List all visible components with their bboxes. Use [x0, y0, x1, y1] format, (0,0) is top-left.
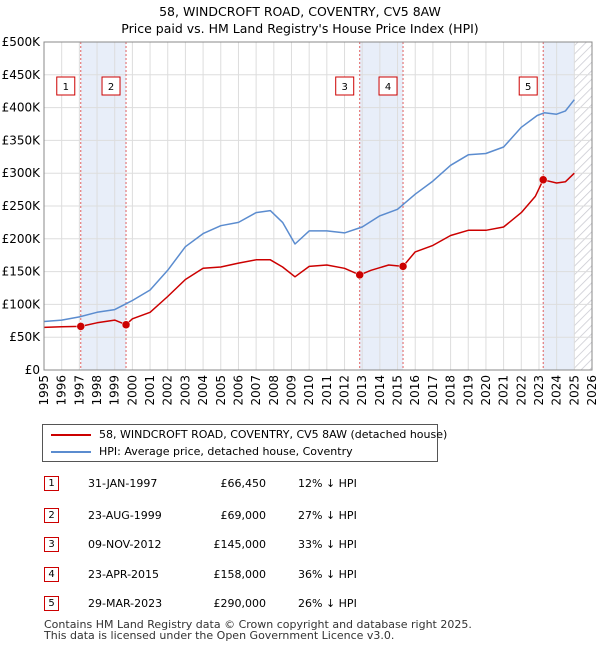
x-tick-label: 2008 — [267, 375, 281, 406]
transaction-number: 3 — [44, 537, 59, 552]
x-tick-label: 2017 — [426, 375, 440, 406]
x-tick-label: 2026 — [585, 375, 599, 406]
transaction-date: 29-MAR-2023 — [88, 597, 163, 610]
legend-swatch-hpi — [51, 451, 91, 453]
sale-point — [355, 270, 364, 280]
legend-label-hpi: HPI: Average price, detached house, Cove… — [99, 445, 353, 458]
table-row: 1 31-JAN-1997 £66,450 12% ↓ HPI — [44, 475, 444, 493]
x-tick-label: 2016 — [408, 375, 422, 406]
x-tick-label: 1997 — [72, 375, 86, 406]
x-tick-label: 2001 — [143, 375, 157, 406]
transaction-price: £290,000 — [213, 597, 267, 610]
sale-point — [398, 262, 408, 271]
transaction-number: 2 — [44, 508, 59, 523]
table-row: 2 23-AUG-1999 £69,000 27% ↓ HPI — [44, 507, 444, 525]
sale-point — [538, 175, 548, 185]
x-tick-label: 1998 — [90, 375, 104, 406]
plot-border — [43, 41, 593, 371]
x-tick-label: 2022 — [514, 375, 528, 406]
table-row: 3 09-NOV-2012 £145,000 33% ↓ HPI — [44, 536, 444, 554]
transaction-hpi-diff: 27% ↓ HPI — [298, 509, 357, 522]
footer: Contains HM Land Registry data © Crown c… — [44, 619, 472, 641]
annotation-label: 1 — [63, 82, 69, 93]
transaction-price: £145,000 — [213, 538, 267, 551]
y-tick-label: £400K — [2, 101, 42, 115]
x-tick-label: 2005 — [214, 375, 228, 406]
footer-licence: This data is licensed under the Open Gov… — [44, 629, 395, 642]
x-tick-label: 2011 — [320, 375, 334, 406]
y-tick-label: £450K — [2, 68, 42, 82]
x-tick-label: 2025 — [567, 375, 581, 406]
legend: 58, WINDCROFT ROAD, COVENTRY, CV5 8AW (d… — [42, 424, 447, 462]
y-tick-label: £50K — [9, 330, 41, 344]
series-line-hpi — [43, 99, 575, 323]
x-tick-label: 2010 — [302, 375, 316, 406]
annotation-box — [101, 76, 121, 96]
x-tick-label: 2004 — [196, 375, 210, 406]
y-tick-label: £200K — [2, 232, 42, 246]
x-tick-label: 2007 — [249, 375, 263, 406]
transaction-date: 23-APR-2015 — [88, 568, 160, 581]
y-tick-label: £100K — [2, 297, 42, 311]
x-tick-label: 1999 — [108, 375, 122, 406]
transaction-date: 31-JAN-1997 — [88, 477, 158, 490]
x-tick-label: 2019 — [461, 375, 475, 406]
x-tick-label: 2013 — [355, 375, 369, 406]
x-tick-label: 2002 — [161, 375, 175, 406]
annotation-box — [378, 76, 398, 96]
transaction-hpi-diff: 36% ↓ HPI — [298, 568, 357, 581]
transaction-date: 09-NOV-2012 — [88, 538, 162, 551]
annotation-box — [335, 76, 355, 96]
transaction-price: £158,000 — [213, 568, 267, 581]
table-row: 5 29-MAR-2023 £290,000 26% ↓ HPI — [44, 595, 444, 613]
series-line-property — [43, 172, 575, 329]
y-tick-label: £0 — [25, 363, 40, 377]
annotation-box — [518, 76, 538, 96]
x-tick-label: 2021 — [497, 375, 511, 406]
y-tick-label: £300K — [2, 166, 42, 180]
transaction-hpi-diff: 26% ↓ HPI — [298, 597, 357, 610]
chart-title: 58, WINDCROFT ROAD, COVENTRY, CV5 8AW — [159, 4, 441, 19]
x-tick-label: 2003 — [178, 375, 192, 406]
x-tick-label: 1995 — [37, 375, 51, 406]
table-row: 4 23-APR-2015 £158,000 36% ↓ HPI — [44, 566, 444, 584]
legend-label-property: 58, WINDCROFT ROAD, COVENTRY, CV5 8AW (d… — [99, 428, 448, 441]
x-tick-label: 2006 — [231, 375, 245, 406]
y-tick-label: £500K — [2, 35, 42, 49]
x-tick-label: 2014 — [373, 375, 387, 406]
y-tick-label: £350K — [2, 133, 42, 147]
x-tick-label: 2020 — [479, 375, 493, 406]
annotation-label: 2 — [108, 82, 114, 93]
y-tick-label: £250K — [2, 199, 42, 213]
transaction-number: 5 — [44, 596, 59, 611]
x-tick-label: 2000 — [125, 375, 139, 406]
annotation-label: 4 — [385, 82, 391, 93]
transaction-number: 1 — [44, 476, 59, 491]
x-tick-label: 2009 — [284, 375, 298, 406]
legend-swatch-property — [51, 434, 91, 436]
x-tick-label: 2024 — [550, 375, 564, 406]
x-tick-label: 2023 — [532, 375, 546, 406]
x-tick-label: 1996 — [55, 375, 69, 406]
transaction-price: £66,450 — [220, 477, 267, 490]
transaction-price: £69,000 — [220, 509, 267, 522]
annotation-label: 5 — [525, 82, 531, 93]
annotation-box — [56, 76, 76, 96]
x-tick-label: 2012 — [338, 375, 352, 406]
chart-subtitle: Price paid vs. HM Land Registry's House … — [121, 21, 478, 36]
y-tick-label: £150K — [2, 265, 42, 279]
transaction-number: 4 — [44, 567, 59, 582]
annotation-label: 3 — [342, 82, 348, 93]
footer-copyright: Contains HM Land Registry data © Crown c… — [44, 618, 472, 631]
price-chart: 58, WINDCROFT ROAD, COVENTRY, CV5 8AW Pr… — [2, 4, 599, 406]
sale-point — [76, 322, 86, 331]
transaction-hpi-diff: 12% ↓ HPI — [298, 477, 357, 490]
sale-point — [121, 320, 131, 329]
x-tick-label: 2018 — [444, 375, 458, 406]
transaction-date: 23-AUG-1999 — [88, 509, 162, 522]
x-tick-label: 2015 — [391, 375, 405, 406]
transaction-hpi-diff: 33% ↓ HPI — [298, 538, 357, 551]
